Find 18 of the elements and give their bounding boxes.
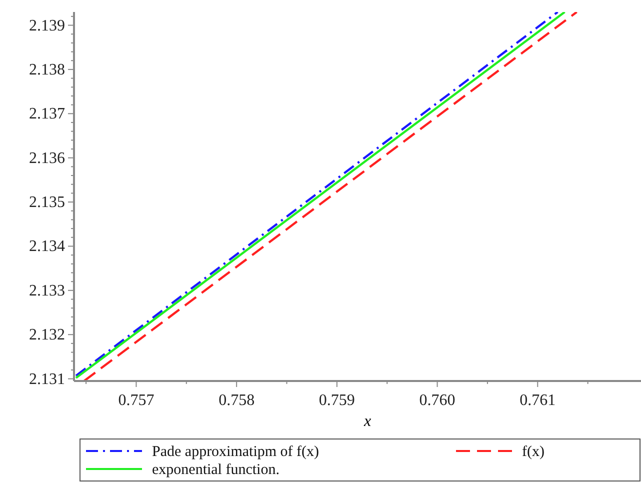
y-tick-label: 2.131 bbox=[29, 370, 65, 388]
x-tick-label: 0.759 bbox=[318, 392, 355, 409]
y-tick-label: 2.135 bbox=[29, 194, 65, 212]
y-tick-label: 2.134 bbox=[29, 238, 65, 256]
y-tick-label: 2.137 bbox=[29, 106, 65, 123]
text: 0.760 bbox=[419, 392, 456, 409]
y-tick-label: 2.138 bbox=[29, 61, 65, 78]
legend-label: exponential function. bbox=[152, 462, 280, 478]
y-tick-label: 2.139 bbox=[29, 17, 65, 34]
legend-label: f(x) bbox=[522, 444, 544, 460]
y-tick-label: 2.132 bbox=[29, 326, 65, 344]
legend-label: Pade approximatipm of f(x) bbox=[152, 444, 320, 460]
x-axis-title: x bbox=[362, 413, 372, 430]
x-tick-label: 0.757 bbox=[118, 392, 154, 409]
y-tick-label: 2.133 bbox=[29, 282, 65, 300]
y-tick-label: 2.136 bbox=[29, 150, 65, 167]
x-tick-label: 0.761 bbox=[520, 392, 556, 409]
x-tick-label: 0.758 bbox=[218, 392, 255, 409]
